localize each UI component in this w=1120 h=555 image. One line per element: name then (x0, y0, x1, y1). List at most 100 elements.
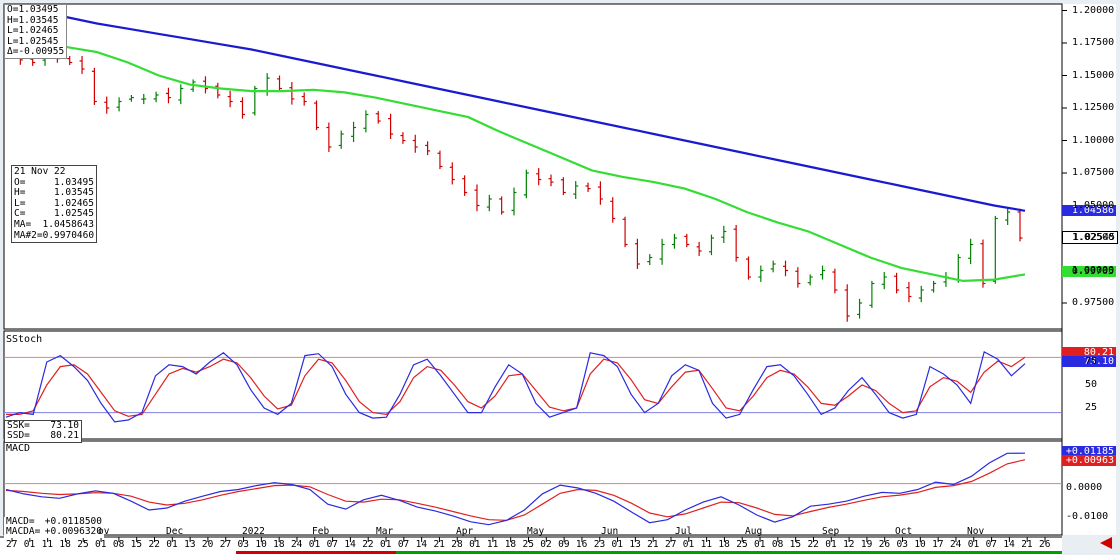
price-bar (202, 76, 208, 94)
price-bar (486, 194, 492, 212)
stoch-tick-label: 50 (1085, 379, 1098, 390)
scroll-left-icon[interactable] (1100, 537, 1112, 549)
price-bar (968, 238, 974, 264)
price-bar (338, 130, 344, 149)
price-bar (758, 265, 764, 282)
price-bar (128, 95, 134, 102)
x-day-label: 15 (130, 539, 143, 550)
x-day-label: 14 (1003, 539, 1015, 550)
x-day-label: 24 (949, 539, 962, 550)
price-panel[interactable] (3, 3, 1063, 330)
price-bar (659, 238, 665, 265)
x-day-label: 18 (504, 539, 517, 550)
info-value: 1.02545 (53, 208, 94, 220)
info-value: 1.0458643 (42, 218, 94, 230)
x-day-label: 26 (878, 539, 891, 550)
info-key: H= (14, 187, 26, 199)
price-bar (857, 298, 863, 319)
x-day-label: 07 (397, 539, 410, 550)
x-day-label: 01 (754, 539, 766, 550)
x-day-label: 25 (77, 539, 89, 550)
info-key: O= (14, 176, 26, 188)
macd-values-box: MACD= +0.0118500 MACDA= +0.0096320 (4, 516, 104, 538)
price-bar (708, 234, 714, 256)
price-bar (548, 174, 554, 187)
x-day-label: 18 (273, 539, 285, 550)
x-month-label: Jul (675, 526, 693, 537)
ma-short-tag: 0.99705 (1062, 266, 1116, 277)
info-value: 0.9970460 (42, 229, 95, 241)
x-day-label: 25 (736, 539, 748, 550)
info-key: MA= (14, 218, 32, 230)
ohlc-low: L=1.02465 (7, 25, 59, 37)
x-day-label: 15 (789, 539, 802, 550)
x-day-label: 01 (611, 539, 623, 550)
macda-label: MACDA= (6, 526, 41, 538)
x-day-label: 01 (23, 539, 36, 550)
stoch-panel[interactable] (3, 330, 1063, 440)
price-bar (634, 238, 640, 269)
x-month-label: Aug (745, 526, 763, 537)
price-bar (449, 162, 455, 185)
x-day-label: 01 (825, 539, 837, 550)
price-bar (178, 84, 184, 105)
price-tick-label: 1.12500 (1072, 102, 1115, 113)
x-day-label: 01 (95, 539, 107, 550)
price-tick-label: 1.20000 (1072, 4, 1115, 16)
price-bar (412, 134, 418, 153)
ssk-value: 73.10 (50, 420, 79, 431)
price-bar (906, 281, 912, 303)
x-day-label: 28 (451, 539, 463, 550)
price-bar (832, 268, 838, 294)
ma-long-tag: 1.04586 (1062, 205, 1116, 216)
macd-label: MACD= (6, 516, 35, 527)
price-bar (425, 141, 431, 156)
x-month-label: Apr (456, 526, 474, 537)
ssd-line (6, 356, 1026, 417)
price-bar (363, 110, 369, 133)
ohlc-delta: Δ=-0.00955 (7, 46, 65, 58)
x-day-label: 03 (237, 539, 249, 550)
info-row: C= 1.02545 (14, 209, 94, 220)
price-bar (523, 169, 529, 199)
price-bar (647, 254, 653, 266)
x-day-label: 02 (540, 539, 552, 550)
x-day-label: 20 (201, 539, 214, 550)
x-month-label: Mar (376, 526, 394, 537)
price-bar (499, 196, 505, 215)
x-day-label: 21 (647, 539, 659, 550)
price-bar (573, 181, 579, 199)
ohlc-header: O=1.03495 H=1.03545 L=1.02465 L=1.02545 Δ=-0… (4, 4, 68, 59)
price-bar (992, 215, 998, 284)
price-bar (783, 260, 789, 277)
x-day-label: 13 (184, 539, 196, 550)
x-day-label: 03 (896, 539, 908, 550)
date-strip-green (396, 551, 1062, 554)
last-price-tag: 1.02545 (1062, 231, 1118, 244)
x-day-label: 21 (1021, 539, 1033, 550)
ssd-value: 80.21 (50, 430, 79, 442)
ssd-tag: 80.21 (1062, 347, 1116, 358)
x-month-label: 2022 (242, 526, 265, 537)
x-day-label: 12 (843, 539, 855, 550)
macd-tag: +0.01185 (1062, 446, 1116, 457)
x-day-label: 18 (718, 539, 730, 550)
x-axis-bg (0, 536, 1062, 555)
price-bar (560, 177, 566, 196)
x-day-label: 09 (558, 539, 570, 550)
price-tick-label: 1.00000 (1072, 264, 1115, 276)
x-day-label: 16 (575, 539, 588, 550)
x-day-label: 23 (593, 539, 606, 550)
x-day-label: 07 (985, 539, 998, 550)
x-day-label: 01 (469, 539, 481, 550)
price-bar (314, 100, 320, 131)
price-bar (301, 92, 307, 106)
price-bar (671, 233, 677, 249)
price-bar (622, 216, 628, 248)
info-value: 1.03495 (53, 176, 94, 188)
x-month-label: May (527, 526, 545, 537)
macd-value: +0.0118500 (44, 516, 102, 527)
macd-panel[interactable] (3, 440, 1063, 536)
x-day-label: 01 (967, 539, 980, 550)
